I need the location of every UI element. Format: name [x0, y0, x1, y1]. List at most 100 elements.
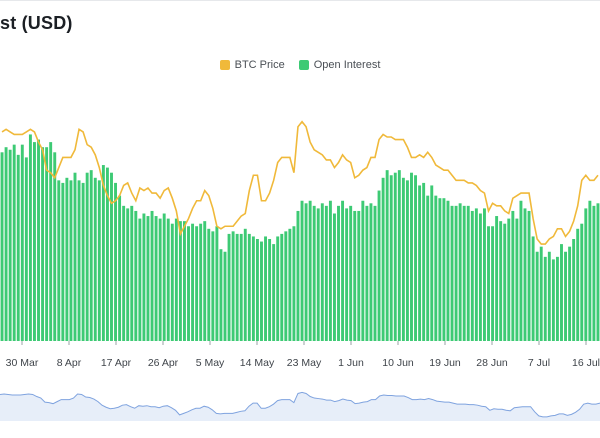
legend-item-btc-price[interactable]: BTC Price [219, 58, 285, 72]
open-interest-bar[interactable] [503, 223, 507, 341]
open-interest-bar[interactable] [12, 144, 16, 341]
open-interest-bar[interactable] [422, 182, 426, 341]
open-interest-bar[interactable] [20, 144, 24, 341]
open-interest-bar[interactable] [170, 223, 174, 341]
open-interest-bar[interactable] [324, 205, 328, 341]
open-interest-bar[interactable] [555, 256, 559, 341]
open-interest-bar[interactable] [499, 221, 503, 341]
open-interest-bar[interactable] [69, 180, 73, 341]
open-interest-bar[interactable] [349, 205, 353, 341]
open-interest-bar[interactable] [235, 233, 239, 341]
open-interest-bar[interactable] [284, 231, 288, 341]
open-interest-bar[interactable] [458, 203, 462, 341]
open-interest-bar[interactable] [446, 200, 450, 341]
open-interest-bar[interactable] [393, 172, 397, 341]
open-interest-bar[interactable] [405, 180, 409, 341]
open-interest-bar[interactable] [365, 205, 369, 341]
open-interest-bar[interactable] [260, 241, 263, 341]
open-interest-bar[interactable] [154, 216, 158, 341]
open-interest-bar[interactable] [491, 226, 495, 341]
open-interest-bar[interactable] [57, 180, 61, 341]
open-interest-bar[interactable] [547, 251, 551, 341]
open-interest-bar[interactable] [33, 142, 36, 341]
open-interest-bar[interactable] [584, 208, 588, 341]
open-interest-bar[interactable] [8, 149, 12, 341]
open-interest-bar[interactable] [345, 208, 349, 341]
open-interest-bar[interactable] [333, 213, 336, 342]
open-interest-bar[interactable] [231, 231, 235, 341]
open-interest-bar[interactable] [515, 218, 519, 341]
open-interest-bar[interactable] [215, 226, 219, 341]
open-interest-bar[interactable] [146, 216, 150, 341]
open-interest-bar[interactable] [296, 210, 300, 341]
open-interest-bar[interactable] [162, 213, 166, 342]
open-interest-bar[interactable] [81, 182, 85, 341]
open-interest-bar[interactable] [308, 200, 312, 341]
navigator-area[interactable] [0, 392, 600, 421]
open-interest-bar[interactable] [596, 203, 600, 341]
open-interest-bar[interactable] [150, 210, 154, 341]
open-interest-bar[interactable] [130, 205, 134, 341]
open-interest-bar[interactable] [178, 221, 182, 341]
open-interest-bar[interactable] [174, 218, 178, 341]
open-interest-bar[interactable] [551, 259, 555, 341]
open-interest-bar[interactable] [568, 246, 572, 341]
open-interest-bar[interactable] [543, 256, 547, 341]
open-interest-bar[interactable] [280, 233, 284, 341]
open-interest-bar[interactable] [243, 228, 247, 341]
open-interest-bar[interactable] [434, 195, 438, 341]
open-interest-bar[interactable] [118, 195, 122, 341]
open-interest-bar[interactable] [247, 233, 251, 341]
open-interest-bar[interactable] [341, 200, 345, 341]
open-interest-bar[interactable] [450, 205, 454, 341]
open-interest-bar[interactable] [300, 200, 304, 341]
open-interest-bar[interactable] [430, 185, 434, 341]
open-interest-bar[interactable] [531, 236, 535, 341]
open-interest-bar[interactable] [337, 205, 340, 341]
open-interest-bar[interactable] [474, 208, 478, 341]
open-interest-bar[interactable] [0, 152, 4, 341]
open-interest-bar[interactable] [369, 203, 373, 341]
open-interest-bar[interactable] [292, 226, 296, 341]
open-interest-bar[interactable] [16, 154, 20, 341]
open-interest-bar[interactable] [251, 236, 255, 341]
open-interest-bar[interactable] [158, 218, 162, 341]
open-interest-bar[interactable] [377, 190, 381, 341]
open-interest-bar[interactable] [527, 210, 531, 341]
open-interest-bar[interactable] [73, 172, 77, 341]
open-interest-bar[interactable] [414, 175, 417, 341]
open-interest-bar[interactable] [353, 210, 357, 341]
open-interest-bar[interactable] [418, 185, 422, 341]
open-interest-bar[interactable] [410, 172, 413, 341]
open-interest-bar[interactable] [320, 203, 324, 341]
open-interest-bar[interactable] [397, 170, 401, 341]
open-interest-bar[interactable] [438, 198, 442, 341]
open-interest-bar[interactable] [203, 221, 207, 341]
open-interest-bar[interactable] [199, 223, 203, 341]
open-interest-bar[interactable] [389, 175, 393, 341]
open-interest-bar[interactable] [227, 233, 231, 341]
open-interest-bar[interactable] [126, 208, 130, 341]
open-interest-bar[interactable] [142, 213, 146, 342]
open-interest-bar[interactable] [454, 205, 458, 341]
open-interest-bar[interactable] [304, 203, 308, 341]
open-interest-bar[interactable] [138, 218, 142, 341]
open-interest-bar[interactable] [328, 200, 332, 341]
open-interest-bar[interactable] [401, 177, 405, 341]
open-interest-bar[interactable] [134, 210, 138, 341]
open-interest-bar[interactable] [539, 246, 543, 341]
open-interest-bar[interactable] [564, 251, 567, 341]
open-interest-bar[interactable] [535, 251, 539, 341]
open-interest-bar[interactable] [122, 205, 126, 341]
open-interest-bar[interactable] [572, 239, 576, 341]
open-interest-bar[interactable] [211, 231, 215, 341]
open-interest-bar[interactable] [28, 134, 32, 341]
open-interest-bar[interactable] [207, 228, 211, 341]
open-interest-bar[interactable] [219, 249, 223, 341]
open-interest-bar[interactable] [462, 205, 466, 341]
open-interest-bar[interactable] [85, 172, 89, 341]
open-interest-bar[interactable] [24, 157, 28, 341]
open-interest-bar[interactable] [272, 244, 276, 341]
open-interest-bar[interactable] [65, 177, 69, 341]
legend-item-open-interest[interactable]: Open Interest [298, 58, 380, 72]
